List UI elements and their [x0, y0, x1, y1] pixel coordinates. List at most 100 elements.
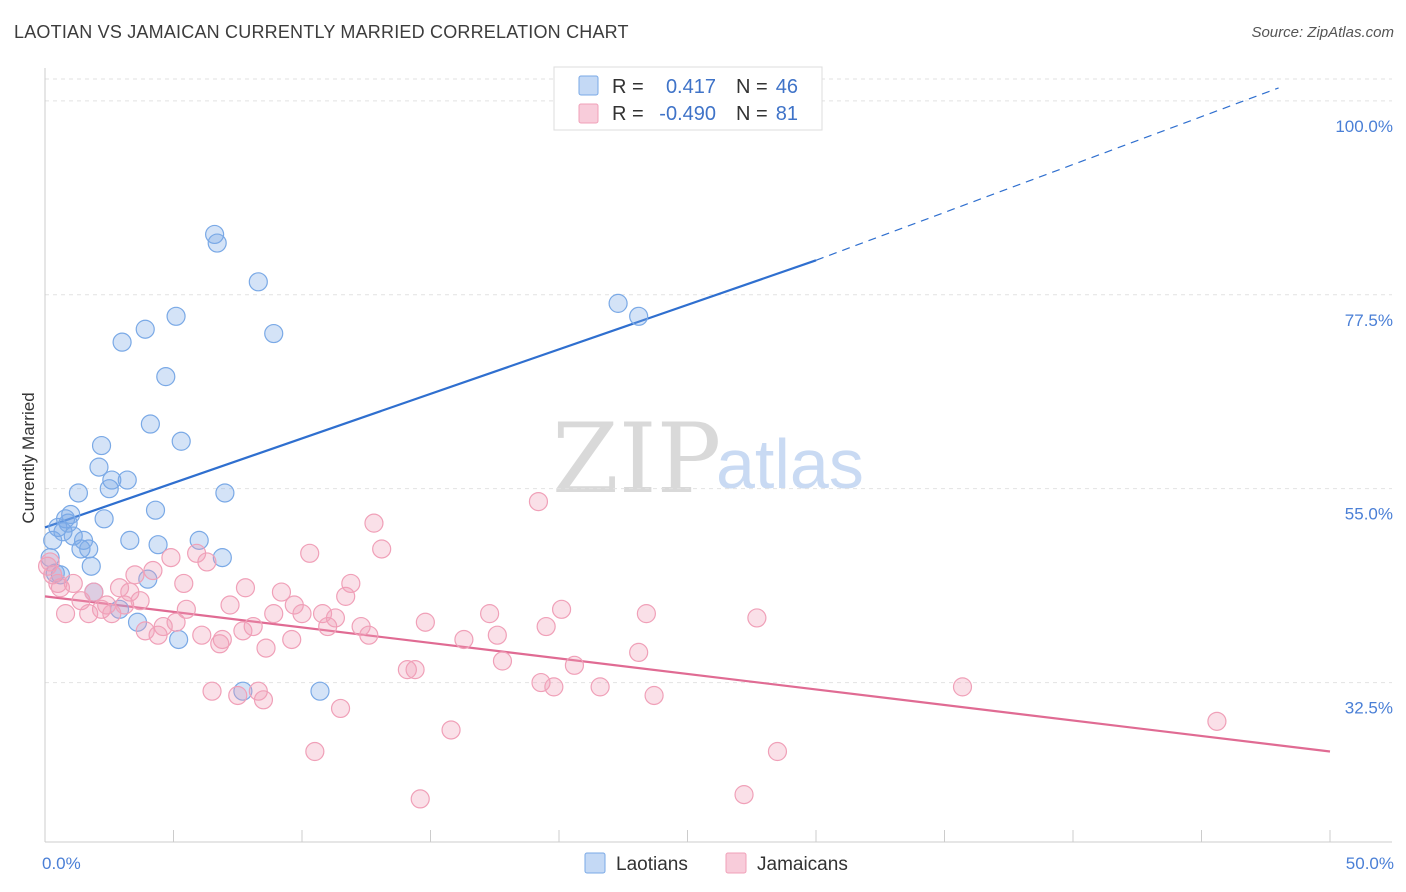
legend-swatch-jamaicans — [725, 852, 747, 874]
x-tick-label: 0.0% — [42, 854, 81, 873]
point-jamaican — [300, 543, 320, 563]
point-jamaican — [629, 642, 649, 663]
point-jamaican — [441, 720, 461, 740]
point-laotian — [156, 367, 176, 387]
point-jamaican — [48, 573, 68, 594]
y-tick-label: 77.5% — [1345, 311, 1393, 330]
legend-r-label: R = — [612, 103, 644, 125]
legend-r-label: R = — [612, 76, 644, 98]
point-jamaican — [330, 698, 351, 719]
point-jamaican — [202, 681, 222, 701]
point-jamaican — [564, 655, 585, 675]
point-jamaican — [551, 599, 572, 619]
point-jamaican — [55, 604, 76, 624]
legend-swatch-jamaican — [578, 103, 599, 124]
point-jamaican — [212, 629, 232, 650]
point-jamaican — [492, 651, 513, 671]
y-tick-label: 100.0% — [1335, 117, 1393, 136]
source-credit: Source: ZipAtlas.com — [1251, 24, 1394, 41]
watermark: ZIP atlas — [552, 403, 864, 515]
point-jamaican — [292, 604, 312, 624]
point-laotian — [117, 470, 137, 490]
point-jamaican — [410, 789, 430, 809]
legend-n-value: 81 — [776, 103, 798, 125]
point-laotian — [166, 306, 186, 326]
point-jamaican — [415, 612, 435, 632]
point-jamaican — [253, 690, 274, 710]
axes — [44, 68, 1392, 843]
chart-title: LAOTIAN VS JAMAICAN CURRENTLY MARRIED CO… — [14, 22, 629, 42]
correlation-legend: R = 0.417 N = 46 R = -0.490 N = 81 — [553, 66, 823, 131]
legend-box — [553, 66, 823, 131]
series-legend: Laotians Jamaicans — [584, 852, 848, 875]
watermark-zip: ZIP — [552, 403, 721, 515]
legend-n-label: N = — [736, 103, 768, 125]
point-jamaican — [256, 638, 276, 658]
y-tick-label: 32.5% — [1345, 699, 1393, 718]
point-jamaican — [176, 599, 196, 619]
point-jamaican — [63, 573, 83, 594]
point-jamaican — [531, 672, 551, 693]
point-jamaican — [192, 625, 212, 645]
point-laotian — [102, 470, 122, 490]
point-laotian — [120, 530, 140, 550]
legend-label-jamaicans: Jamaicans — [757, 854, 848, 875]
point-laotian — [145, 500, 166, 520]
point-jamaican — [109, 578, 130, 598]
point-laotian — [135, 319, 155, 339]
point-jamaican — [233, 621, 253, 641]
point-jamaican — [1207, 711, 1227, 731]
point-jamaican — [174, 573, 194, 594]
point-jamaican — [767, 741, 788, 762]
point-laotian — [264, 323, 284, 344]
legend-n-label: N = — [736, 76, 768, 98]
point-jamaican — [644, 685, 664, 706]
point-jamaican — [341, 573, 361, 594]
point-laotian — [140, 414, 160, 434]
legend-r-value: 0.417 — [666, 76, 716, 98]
point-jamaican — [243, 616, 263, 637]
legend-label-laotians: Laotians — [616, 854, 688, 875]
point-jamaican — [734, 785, 754, 805]
point-laotian — [310, 681, 330, 701]
x-tick-label: 50.0% — [1346, 854, 1394, 873]
point-jamaican — [271, 582, 292, 602]
point-laotian — [68, 483, 89, 503]
trend-lines — [44, 87, 1331, 753]
point-laotian — [73, 530, 94, 550]
point-jamaican — [161, 548, 181, 568]
legend-swatch-laotian — [578, 75, 599, 96]
point-jamaican — [135, 621, 155, 641]
point-jamaican — [40, 552, 60, 572]
tick-labels: 32.5% 55.0% 77.5% 100.0% 0.0% 50.0% — [42, 117, 1394, 873]
point-jamaican — [130, 591, 150, 611]
legend-swatch-laotians — [584, 852, 606, 874]
legend-r-value: -0.490 — [659, 103, 716, 125]
point-jamaican — [544, 677, 564, 697]
y-axis-label: Currently Married — [19, 392, 38, 523]
point-jamaican — [536, 616, 556, 637]
point-jamaican — [84, 582, 104, 602]
point-jamaican — [79, 604, 99, 624]
point-laotian — [61, 504, 81, 525]
point-laotian — [94, 509, 114, 529]
watermark-atlas: atlas — [716, 425, 864, 503]
point-jamaican — [235, 578, 256, 598]
point-laotian — [148, 535, 168, 555]
point-jamaican — [397, 660, 417, 680]
point-laotian — [89, 457, 109, 477]
point-jamaican — [197, 552, 217, 572]
point-laotian — [608, 293, 628, 313]
trend-line-jamaicans — [44, 595, 1331, 753]
trend-line-laotians-extension — [815, 87, 1279, 261]
trend-line-laotians — [44, 259, 817, 529]
point-laotian — [91, 435, 112, 456]
point-jamaican — [372, 539, 392, 559]
point-jamaican — [166, 612, 186, 632]
point-jamaican — [282, 629, 302, 650]
point-laotian — [81, 556, 101, 576]
point-jamaican — [264, 604, 284, 624]
point-jamaican — [487, 625, 507, 645]
point-laotian — [248, 272, 268, 292]
point-laotian — [112, 332, 132, 352]
